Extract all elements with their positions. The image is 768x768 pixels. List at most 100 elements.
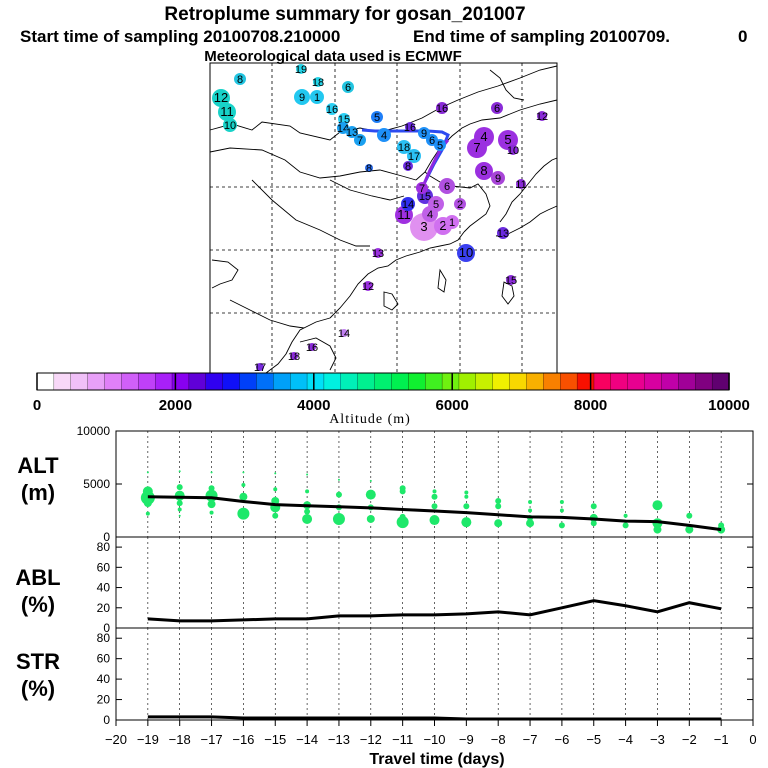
alt-scatter-point bbox=[177, 507, 182, 512]
plume-marker-dot bbox=[256, 363, 264, 371]
colorbar-cell bbox=[87, 372, 106, 391]
plume-marker-label: 18 bbox=[312, 77, 324, 89]
map-frame bbox=[209, 62, 558, 377]
colorbar-cell bbox=[509, 372, 528, 391]
plume-marker: 10 bbox=[223, 118, 237, 132]
plume-marker-dot bbox=[365, 164, 373, 172]
plume-marker-label: 7 bbox=[473, 140, 480, 155]
plume-marker: 13 bbox=[497, 227, 509, 240]
plume-marker-dot bbox=[428, 196, 444, 212]
plume-marker-dot bbox=[416, 182, 428, 194]
plume-marker: 6 bbox=[439, 178, 455, 194]
alt-scatter-point bbox=[590, 520, 597, 527]
colorbar-tick-label: 8000 bbox=[574, 397, 607, 414]
y-tick-label: 60 bbox=[97, 560, 111, 574]
alt-unit: (m) bbox=[21, 480, 55, 505]
colorbar-cell bbox=[154, 372, 173, 391]
end-time-trailing: 0 bbox=[738, 27, 747, 46]
plume-marker: 8 bbox=[403, 161, 413, 173]
plume-marker: 15 bbox=[505, 275, 517, 287]
plume-marker-dot bbox=[308, 343, 316, 351]
alt-panel: ALT (m) 10000 5000 0 bbox=[17, 424, 754, 544]
alt-scatter-point bbox=[461, 517, 472, 528]
alt-scatter-point bbox=[396, 516, 409, 529]
alt-scatter-point bbox=[145, 511, 150, 516]
alt-scatter-point bbox=[209, 510, 214, 515]
plume-marker-label: 2 bbox=[439, 218, 446, 233]
alt-scatter-point bbox=[526, 519, 535, 528]
x-tick-label: −18 bbox=[169, 732, 191, 747]
plume-marker-label: 8 bbox=[366, 163, 372, 175]
plume-marker-dot bbox=[346, 126, 358, 138]
plume-marker: 18 bbox=[397, 140, 411, 154]
colorbar-tick-label: 4000 bbox=[297, 397, 330, 414]
x-tick-label: −12 bbox=[360, 732, 382, 747]
alt-scatter-point bbox=[272, 512, 279, 519]
plume-marker-label: 5 bbox=[504, 132, 511, 147]
colorbar-cell bbox=[695, 372, 713, 391]
plume-marker: 14 bbox=[401, 197, 415, 211]
plume-marker-label: 3 bbox=[420, 219, 427, 234]
plume-marker: 14 bbox=[338, 328, 350, 340]
alt-scatter-point bbox=[623, 513, 628, 518]
end-time-label: End time of sampling 20100709. bbox=[413, 27, 670, 46]
colorbar-cell bbox=[560, 372, 578, 391]
plume-marker-label: 6 bbox=[429, 135, 435, 147]
y-tick-label: 80 bbox=[97, 540, 111, 554]
plume-marker-dot bbox=[294, 89, 310, 105]
plume-marker-label: 5 bbox=[433, 199, 439, 211]
x-tick-label: −11 bbox=[392, 732, 413, 747]
plume-marker-label: 5 bbox=[374, 112, 380, 124]
x-tick-label: −3 bbox=[650, 732, 665, 747]
colorbar-cell bbox=[593, 372, 612, 391]
alt-scatter-point bbox=[429, 515, 440, 526]
plume-marker-dot bbox=[354, 134, 366, 146]
alt-scatter-point bbox=[494, 519, 503, 528]
alt-scatter-point bbox=[495, 497, 502, 504]
plume-marker-dot bbox=[407, 149, 421, 163]
plume-marker-label: 19 bbox=[295, 64, 307, 76]
plume-marker-dot bbox=[401, 197, 415, 211]
alt-scatter-point bbox=[335, 491, 342, 498]
y-tick-label: 20 bbox=[97, 601, 111, 615]
plume-marker-label: 16 bbox=[436, 103, 448, 115]
alt-scatter-point bbox=[365, 489, 376, 500]
alt-scatter-point bbox=[274, 472, 277, 475]
alt-scatter-point bbox=[653, 525, 662, 534]
y-tick-label: 60 bbox=[97, 652, 111, 666]
y-tick-label: 40 bbox=[97, 672, 111, 686]
plume-marker-dot bbox=[296, 64, 306, 74]
alt-scatter-point bbox=[686, 512, 693, 519]
alt-scatter-point bbox=[302, 513, 313, 524]
plume-marker-dot bbox=[491, 171, 505, 185]
plume-marker-dot bbox=[373, 248, 383, 258]
abl-panel: ABL (%) 80 60 40 20 0 bbox=[15, 536, 754, 635]
colorbar-tick-label: 2000 bbox=[159, 397, 192, 414]
alt-scatter-point bbox=[622, 522, 629, 529]
alt-scatter-point bbox=[432, 489, 437, 494]
plume-marker-label: 13 bbox=[372, 248, 384, 260]
plume-marker-label: 12 bbox=[362, 281, 374, 293]
x-tick-label: −8 bbox=[491, 732, 506, 747]
x-tick-label: 0 bbox=[749, 732, 756, 747]
plume-marker-label: 17 bbox=[254, 362, 266, 374]
plume-marker: 10 bbox=[507, 145, 519, 157]
plume-marker: 16 bbox=[306, 342, 318, 354]
met-data-label: Meteorological data used is ECMWF bbox=[204, 48, 462, 65]
plume-marker-dot bbox=[508, 145, 518, 155]
figure-title: Retroplume summary for gosan_201007 bbox=[164, 4, 525, 25]
plume-marker-dot bbox=[434, 139, 446, 151]
x-tick-label: −7 bbox=[523, 732, 538, 747]
plume-marker-label: 6 bbox=[494, 103, 500, 115]
alt-scatter-point bbox=[528, 500, 533, 505]
x-tick-label: −20 bbox=[105, 732, 127, 747]
str-line bbox=[147, 715, 722, 721]
alt-scatter-point bbox=[143, 499, 152, 508]
alt-scatter-point bbox=[652, 500, 663, 511]
plume-marker: 9 bbox=[491, 171, 505, 185]
alt-scatter-point bbox=[495, 503, 502, 510]
alt-scatter-point bbox=[239, 492, 248, 501]
alt-scatter-point bbox=[464, 494, 469, 499]
